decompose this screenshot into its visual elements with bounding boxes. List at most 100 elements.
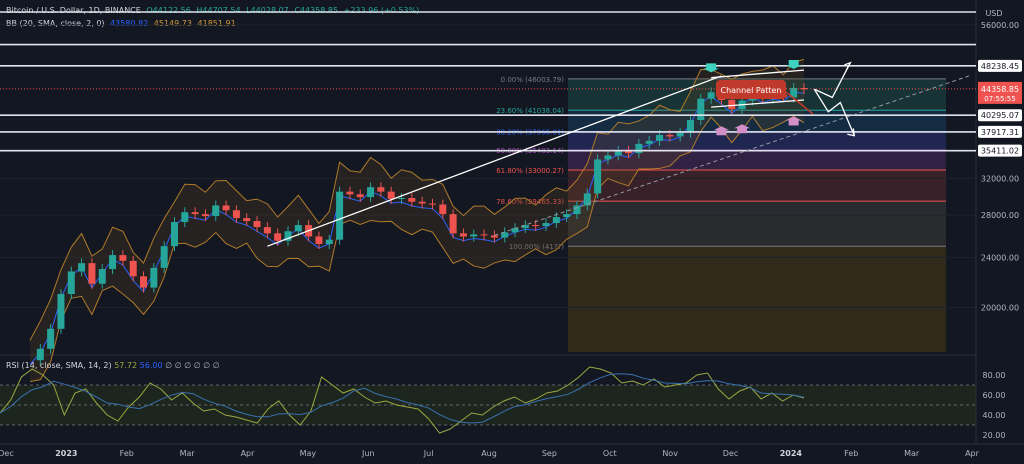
annotation-callout[interactable]	[716, 80, 786, 99]
symbol-header: Bitcoin / U.S. Dollar, 1D, BINANCE O4412…	[6, 6, 422, 15]
candle-body	[119, 255, 127, 261]
candle-body	[418, 201, 426, 204]
bb-upper-value: 45149.73	[153, 19, 192, 28]
bull-projection-arrow[interactable]	[814, 62, 851, 99]
up-marker-icon	[734, 124, 751, 134]
candle-body	[191, 212, 199, 215]
rsi-legend[interactable]: RSI (14, close, SMA, 14, 2) 57.72 56.00 …	[6, 361, 220, 370]
annotation-text: Channel Patten	[720, 86, 781, 95]
candle-body	[635, 143, 643, 154]
channel-lower-line[interactable]	[711, 99, 805, 108]
annotation-pointer	[785, 91, 814, 115]
ohlc-low: L44028.07	[246, 6, 289, 15]
level-tag	[978, 59, 1022, 72]
bb-legend: BB (20, SMA, close, 2, 0) 43580.82 45149…	[6, 19, 239, 28]
candle-body	[707, 92, 715, 99]
candle-body	[552, 217, 560, 224]
fib-zone	[568, 150, 946, 171]
bb-basis-value: 43580.82	[110, 19, 149, 28]
candle-body	[232, 210, 240, 219]
time-tick: 2023	[55, 449, 77, 458]
candle-body	[398, 198, 406, 200]
candle-body	[387, 191, 395, 199]
candle-body	[656, 134, 664, 141]
candle-body	[501, 232, 509, 238]
symbol-title[interactable]: Bitcoin / U.S. Dollar, 1D, BINANCE	[6, 6, 141, 15]
rsi-ma-value: 56.00	[140, 361, 165, 370]
candle-body	[109, 255, 117, 270]
rsi-pane[interactable]: RSI (14, close, SMA, 14, 2) 57.72 56.00 …	[0, 361, 1005, 440]
candle-body	[521, 225, 529, 229]
candle-body	[98, 269, 106, 284]
price-tick: 56000.00	[981, 21, 1019, 30]
time-tick: 2024	[780, 449, 803, 458]
candle-body	[686, 119, 694, 133]
candle-body	[67, 271, 75, 295]
trend-line[interactable]	[267, 75, 722, 247]
drawings[interactable]: Channel Patten	[267, 59, 970, 247]
candle-body	[294, 225, 302, 232]
candle-body	[459, 233, 467, 237]
rsi-tick: 80.00	[983, 371, 1006, 380]
level-tag	[978, 144, 1022, 157]
time-tick: Sep	[542, 449, 557, 458]
candle-body	[170, 222, 178, 247]
price-grid	[0, 24, 976, 308]
candle-body	[57, 294, 65, 329]
fib-zone	[568, 170, 946, 202]
fib-label: 61.80% (33000.27)	[496, 167, 564, 175]
price-tick: 44358.85	[981, 85, 1019, 94]
rsi-label: RSI (14, close, SMA, 14, 2)	[6, 361, 114, 370]
candle-body	[377, 187, 385, 192]
candle-body	[181, 212, 189, 223]
time-tick: Apr	[241, 449, 256, 458]
time-tick: Mar	[180, 449, 196, 458]
fib-zone	[568, 201, 946, 247]
time-tick: Dec	[723, 449, 738, 458]
bb-label[interactable]: BB (20, SMA, close, 2, 0)	[6, 19, 105, 28]
price-tick: 20000.00	[981, 303, 1019, 312]
candle-body	[604, 155, 612, 160]
time-tick: Nov	[662, 449, 678, 458]
time-tick: Aug	[481, 449, 497, 458]
rsi-line	[0, 366, 805, 434]
fib-zone	[568, 246, 946, 352]
fib-label: 100.00% (41??)	[509, 243, 564, 251]
candle-body	[645, 140, 653, 144]
candle-body	[325, 239, 333, 245]
time-tick: Feb	[120, 449, 134, 458]
bb-basis-line	[29, 91, 805, 365]
candle-body	[542, 223, 550, 227]
candle-body	[253, 221, 261, 228]
horizontal-levels[interactable]	[0, 11, 976, 152]
candle-body	[140, 276, 148, 288]
bear-arrowhead	[847, 128, 856, 137]
time-tick: Dec	[0, 449, 14, 458]
rsi-value: 57.72	[114, 361, 139, 370]
ohlc-close: C44358.85	[294, 6, 339, 15]
bollinger-bands	[29, 58, 805, 383]
level-tag	[978, 125, 1022, 138]
channel-upper-line[interactable]	[711, 69, 805, 79]
bear-projection-arrow[interactable]	[813, 88, 855, 136]
last-price-tag	[978, 81, 1022, 104]
rsi-placeholders: ∅ ∅ ∅ ∅ ∅ ∅	[165, 361, 220, 370]
candle-body	[274, 233, 282, 241]
rsi-tick: 40.00	[983, 411, 1006, 420]
time-tick: Mar	[904, 449, 920, 458]
currency-label: USD	[985, 9, 1002, 18]
candle-body	[222, 205, 230, 211]
candle-body	[563, 214, 571, 218]
candle-body	[614, 150, 622, 156]
price-tick: 35411.02	[981, 147, 1019, 156]
ohlc-change: +233.96 (+0.53%)	[343, 6, 420, 15]
price-tick: 40295.07	[981, 111, 1019, 120]
ohlc-open: O44122.56	[146, 6, 191, 15]
candle-body	[532, 225, 540, 227]
bb-band-fill	[30, 59, 804, 382]
price-tick: 37917.31	[981, 128, 1019, 137]
price-tick: 32000.00	[981, 174, 1019, 183]
time-axis[interactable]: Dec 2023 Feb Mar Apr May Jun Jul Aug Sep Oct Nov Dec…	[0, 449, 980, 458]
